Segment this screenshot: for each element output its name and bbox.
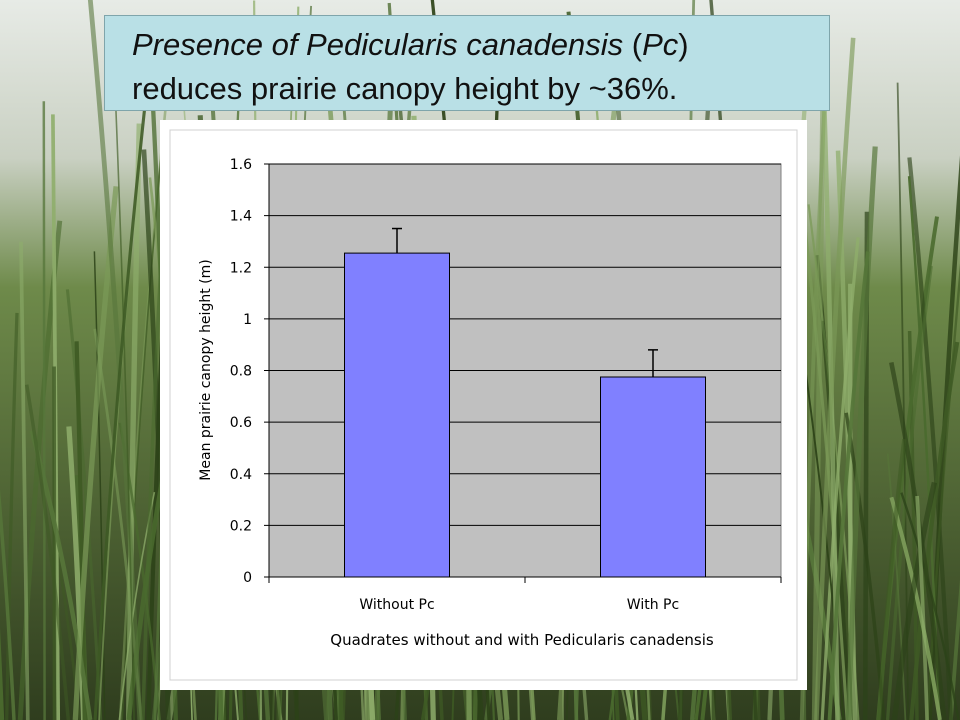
grass-blade [814,37,856,720]
grass-blade [0,488,16,720]
y-tick-label: 0.8 [230,364,252,380]
title-species-name: Presence of Pedicularis canadensis [132,27,624,62]
grass-blade [909,341,960,720]
title-paren-close: ) [678,27,689,62]
y-tick-label: 1 [243,312,252,328]
y-axis-label: Mean prairie canopy height (m) [198,259,214,480]
grass-blade [19,241,30,720]
grass-blade [93,94,148,720]
grass-blade [885,265,933,720]
title-abbreviation: Pc [642,27,679,62]
grass-blade [886,453,907,720]
x-tick-label: Without Pc [359,597,434,613]
grass-blade [900,492,960,720]
slide-title-line-1: Presence of Pedicularis canadensis (Pc) [132,23,829,67]
grass-blade [115,109,135,720]
title-paren-open: ( [623,27,643,62]
y-tick-label: 1.4 [230,209,252,225]
chart-frame-inner-border [169,129,798,681]
y-tick-label: 0.6 [230,415,252,431]
y-tick-label: 1.2 [230,260,252,276]
y-tick-label: 1.6 [230,157,252,173]
y-axis: 0 0.2 0.4 0.6 0.8 1 1.2 1.4 1.6 [230,157,270,586]
grass-blade [915,495,929,720]
grass-blade [141,252,164,720]
y-tick-label: 0 [243,570,252,586]
grass-blade [907,157,953,720]
y-tick-label: 0.4 [230,467,252,483]
slide-title: Presence of Pedicularis canadensis (Pc) … [104,15,830,111]
grass-blade [126,123,142,720]
grass-blade [844,412,886,720]
bar-without-pc [344,252,450,578]
grass-blade [889,496,942,720]
grass-blade [5,312,19,720]
bar-chart: 0 0.2 0.4 0.6 0.8 1 1.2 1.4 1.6 Without Pc With P… [160,120,807,690]
grass-blade [827,251,870,720]
grass-blade [845,146,878,720]
bars [344,227,706,578]
grass-blade [820,237,860,720]
x-axis-label: Quadrates without and with Pedicularis c… [330,631,714,649]
grass-blade [891,481,938,720]
slide-title-line-2: reduces prairie canopy height by ~36%. [132,71,678,106]
x-tick-label: With Pc [627,597,679,613]
bar-with-pc [600,376,706,578]
grass-blade [42,101,46,720]
grass-blade [65,289,103,720]
grass-blade [877,438,907,720]
grass-blade [949,579,960,720]
grass-blade [24,384,71,720]
y-tick-label: 0.2 [230,518,252,534]
